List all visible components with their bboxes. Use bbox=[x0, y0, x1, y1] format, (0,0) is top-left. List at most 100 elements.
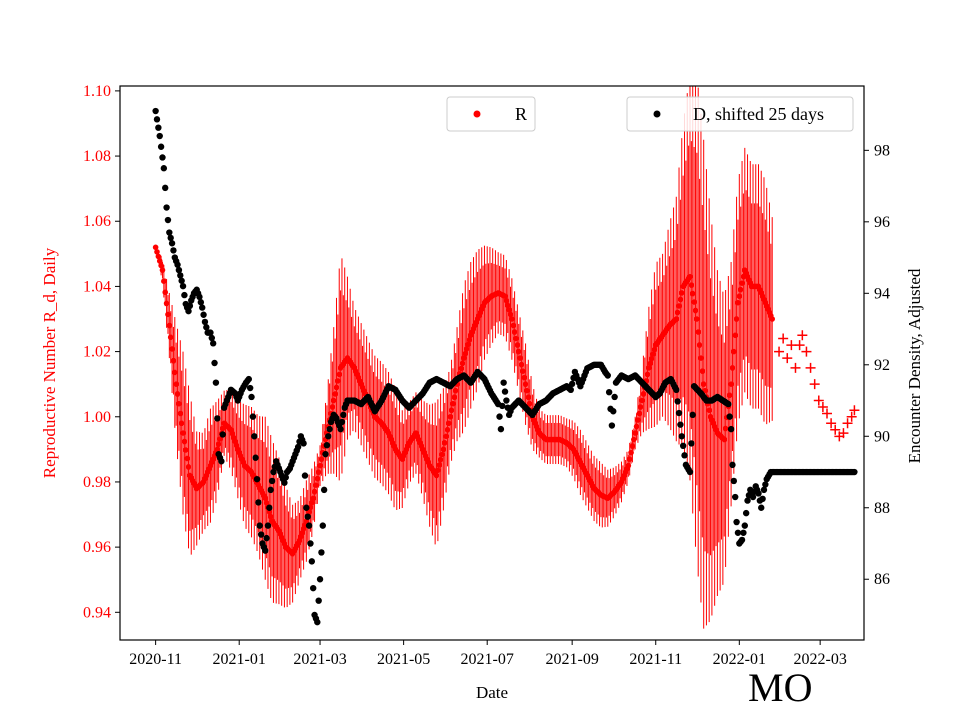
r-point bbox=[267, 513, 274, 520]
d-point bbox=[175, 266, 183, 274]
r-point bbox=[676, 303, 682, 309]
r-point bbox=[162, 289, 169, 296]
r-point bbox=[650, 351, 656, 358]
r-point bbox=[691, 299, 697, 305]
d-point bbox=[500, 379, 507, 386]
y-left-tick-label: 1.00 bbox=[83, 409, 111, 426]
r-point bbox=[637, 404, 644, 410]
d-point bbox=[760, 486, 768, 494]
d-point bbox=[168, 240, 176, 247]
r-point bbox=[447, 413, 454, 420]
r-point bbox=[506, 307, 512, 313]
d-point bbox=[245, 375, 252, 383]
r-plus-point bbox=[830, 424, 841, 435]
d-point bbox=[203, 324, 210, 331]
d-point bbox=[315, 597, 322, 604]
r-point bbox=[721, 436, 728, 443]
d-point bbox=[678, 433, 685, 440]
r-point bbox=[180, 430, 186, 436]
y-right-tick-label: 94 bbox=[874, 285, 890, 302]
r-point bbox=[176, 400, 182, 407]
d-point bbox=[246, 384, 254, 392]
r-point bbox=[217, 436, 223, 442]
r-point bbox=[735, 299, 741, 306]
r-point bbox=[262, 495, 269, 502]
d-point bbox=[156, 132, 163, 140]
d-point bbox=[499, 402, 506, 410]
d-point bbox=[681, 452, 688, 459]
r-point bbox=[687, 273, 693, 280]
r-point bbox=[458, 365, 464, 372]
d-point bbox=[186, 302, 194, 310]
d-point bbox=[673, 386, 680, 394]
y-right-axis: 86 88 90 92 94 96 98 bbox=[864, 142, 890, 588]
y-left-tick-label: 1.08 bbox=[83, 148, 111, 165]
d-point bbox=[249, 413, 257, 420]
d-point bbox=[567, 386, 574, 394]
d-point bbox=[726, 413, 733, 420]
r-point bbox=[515, 348, 522, 355]
r-point bbox=[729, 365, 736, 371]
r-point bbox=[448, 407, 455, 414]
r-point bbox=[689, 290, 696, 297]
r-plus-point bbox=[797, 330, 808, 341]
r-plus-point bbox=[801, 346, 812, 357]
d-point bbox=[256, 522, 263, 529]
r-point bbox=[521, 374, 527, 381]
r-point bbox=[507, 311, 514, 318]
r-point bbox=[518, 361, 525, 368]
d-point bbox=[738, 536, 746, 544]
d-point bbox=[501, 388, 509, 395]
y-right-tick-label: 96 bbox=[874, 214, 890, 231]
d-point bbox=[270, 468, 277, 476]
x-tick-label: 2021-05 bbox=[377, 651, 430, 668]
r-point bbox=[181, 438, 188, 445]
x-tick-label: 2022-01 bbox=[713, 651, 766, 668]
r-point bbox=[688, 282, 695, 288]
d-point bbox=[263, 534, 270, 542]
d-point bbox=[733, 518, 740, 526]
d-point bbox=[197, 299, 205, 306]
r-point bbox=[510, 322, 517, 329]
d-point bbox=[282, 474, 289, 481]
r-point bbox=[156, 258, 163, 264]
r-point bbox=[174, 391, 181, 397]
r-plus-point bbox=[805, 362, 816, 373]
d-point bbox=[300, 440, 307, 447]
r-point bbox=[525, 394, 532, 401]
d-point bbox=[152, 107, 159, 115]
r-plus-point bbox=[813, 395, 824, 406]
r-point bbox=[335, 378, 341, 384]
d-point bbox=[201, 318, 209, 326]
legend-r-box bbox=[446, 96, 536, 132]
r-point bbox=[433, 472, 440, 479]
d-point bbox=[679, 442, 687, 450]
d-point bbox=[167, 234, 174, 242]
d-point bbox=[252, 454, 259, 461]
r-point bbox=[644, 371, 651, 378]
r-point bbox=[315, 469, 322, 475]
r-point bbox=[626, 456, 633, 462]
r-point bbox=[152, 244, 159, 251]
y-left-tick-label: 1.04 bbox=[83, 278, 111, 295]
r-point bbox=[628, 449, 634, 456]
d-point bbox=[316, 576, 324, 583]
d-point bbox=[674, 398, 681, 405]
d-point bbox=[496, 413, 503, 420]
d-point bbox=[166, 229, 173, 236]
r-point bbox=[446, 420, 452, 427]
r-point bbox=[155, 253, 162, 260]
x-tick-label: 2021-07 bbox=[461, 651, 514, 668]
d-point bbox=[294, 443, 302, 451]
d-point bbox=[322, 450, 329, 458]
y-left-tick-label: 0.94 bbox=[83, 604, 111, 621]
r-point bbox=[154, 249, 160, 255]
r-point bbox=[161, 278, 167, 285]
r-point bbox=[504, 302, 511, 309]
r-plus-point bbox=[782, 353, 793, 364]
d-point bbox=[253, 475, 261, 483]
d-point bbox=[164, 216, 172, 224]
d-point bbox=[318, 549, 325, 556]
r-plus-point bbox=[794, 340, 805, 351]
d-point bbox=[323, 442, 331, 449]
